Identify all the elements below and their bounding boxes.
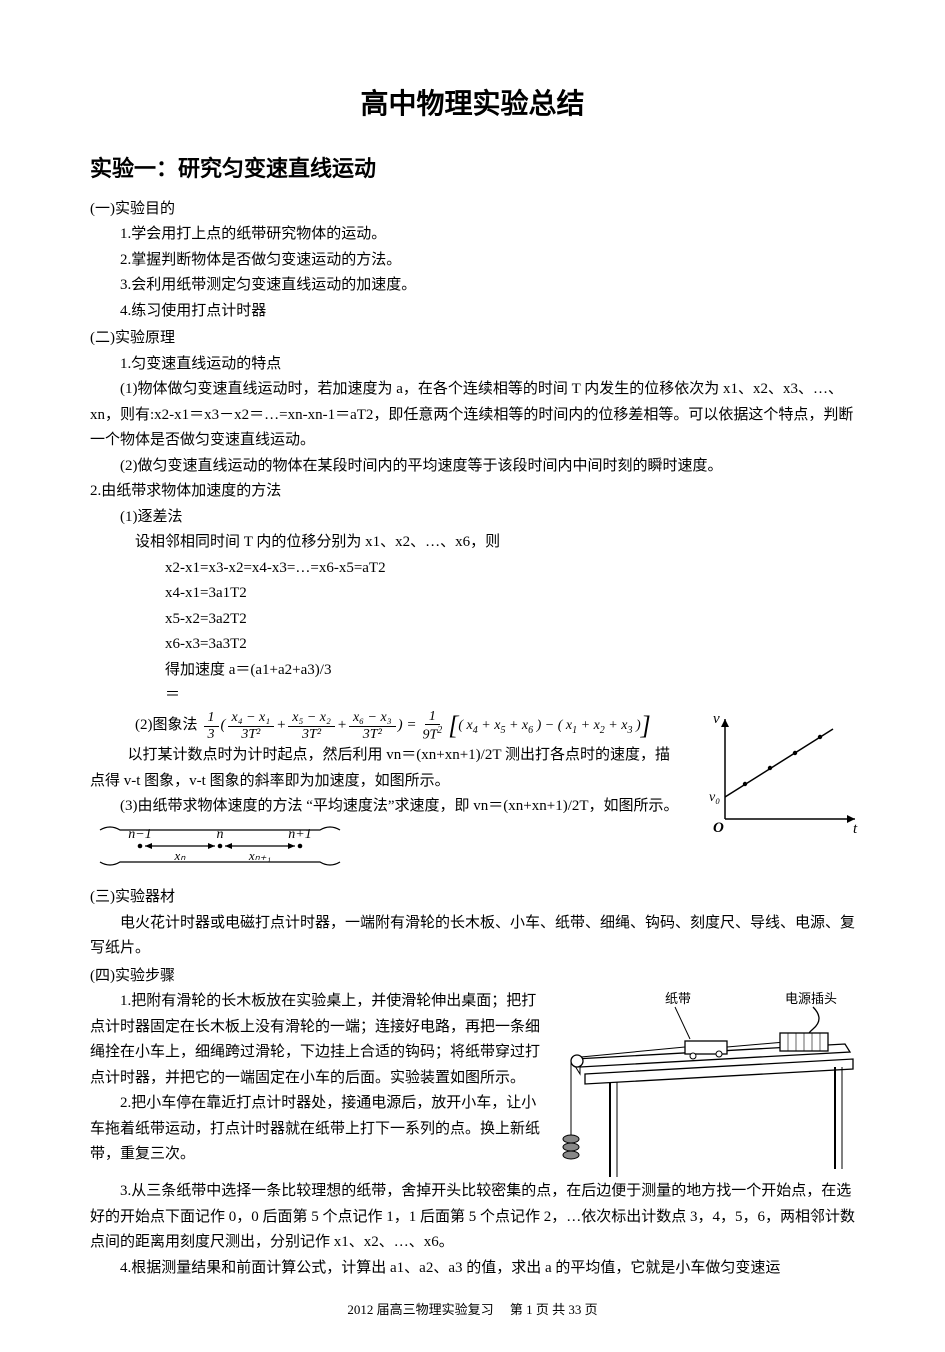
s2-m3: (3)由纸带求物体速度的方法 “平均速度法”求速度，即 vn＝(xn+xn+1)… <box>90 794 680 820</box>
s3-p1: 电火花计时器或电磁打点计时器，一端附有滑轮的长木板、小车、纸带、细绳、钩码、刻度… <box>90 911 855 962</box>
s4-p1: 1.把附有滑轮的长木板放在实验桌上，并使滑轮伸出桌面；把打点计时器固定在长木板上… <box>90 989 545 1091</box>
section-2-head: (二)实验原理 <box>90 326 855 352</box>
svg-text:n+1: n+1 <box>288 827 311 842</box>
xlabel: t <box>853 821 858 837</box>
section-1-head: (一)实验目的 <box>90 197 855 223</box>
intercept-label: v₀ <box>709 790 720 805</box>
svg-text:n−1: n−1 <box>128 827 151 842</box>
s2-p2: (2)做匀变速直线运动的物体在某段时间内的平均速度等于该段时间内中间时刻的瞬时速… <box>90 454 855 480</box>
section-3-head: (三)实验器材 <box>90 885 855 911</box>
s4-p2: 2.把小车停在靠近打点计时器处，接通电源后，放开小车，让小车拖着纸带运动，打点计… <box>90 1091 545 1168</box>
page-footer: 2012 届高三物理实验复习 第 1 页 共 33 页 <box>90 1299 855 1321</box>
svg-text:xₙ₊₁: xₙ₊₁ <box>248 848 271 863</box>
eq: 得加速度 a＝(a1+a2+a3)/3 <box>90 658 855 684</box>
formula-row: (2)图象法 13 ( x₄ − x₁3T² + x₅ − x₂3T² + x₆… <box>135 709 725 743</box>
eq: x6-x3=3a3T2 <box>90 632 855 658</box>
s2-sub2: 2.由纸带求物体加速度的方法 <box>90 479 855 505</box>
s1-item: 4.练习使用打点计时器 <box>90 299 855 325</box>
svg-text:纸带: 纸带 <box>665 991 691 1006</box>
s4-p4: 4.根据测量结果和前面计算公式，计算出 a1、a2、a3 的值，求出 a 的平均… <box>90 1256 855 1282</box>
apparatus-block: 1.把附有滑轮的长木板放在实验桌上，并使滑轮伸出桌面；把打点计时器固定在长木板上… <box>90 989 855 1179</box>
s2-m1: (1)逐差法 <box>90 505 855 531</box>
svg-text:n: n <box>217 827 224 842</box>
s1-item: 1.学会用打上点的纸带研究物体的运动。 <box>90 222 855 248</box>
eq: x2-x1=x3-x2=x4-x3=…=x6-x5=aT2 <box>90 556 855 582</box>
svg-text:电源插头: 电源插头 <box>785 991 837 1006</box>
m2-label: (2)图象法 <box>135 713 198 739</box>
s4-p3: 3.从三条纸带中选择一条比较理想的纸带，舍掉开头比较密集的点，在后边便于测量的地… <box>90 1179 855 1256</box>
apparatus-diagram: 纸带 电源插头 <box>555 989 855 1179</box>
section-4-head: (四)实验步骤 <box>90 964 855 990</box>
s2-sub1: 1.匀变速直线运动的特点 <box>90 352 855 378</box>
tape-diagram: n−1 n n+1 xₙ xₙ₊₁ <box>90 824 350 874</box>
s1-item: 3.会利用纸带测定匀变速直线运动的加速度。 <box>90 273 855 299</box>
eq: x4-x1=3a1T2 <box>90 581 855 607</box>
eq: ＝ <box>90 683 855 709</box>
s1-item: 2.掌握判断物体是否做匀变速运动的方法。 <box>90 248 855 274</box>
footer-a: 2012 届高三物理实验复习 <box>347 1302 493 1317</box>
s2-m2a: 以打某计数点时为计时起点，然后利用 vn＝(xn+xn+1)/2T 测出打各点时… <box>90 743 680 794</box>
s2-p1: (1)物体做匀变速直线运动时，若加速度为 a，在各个连续相等的时间 T 内发生的… <box>90 377 855 454</box>
graph-block: v t v₀ O (2)图象法 13 ( x₄ − x₁3T² + x₅ − x… <box>90 709 855 820</box>
eq: x5-x2=3a2T2 <box>90 607 855 633</box>
svg-text:xₙ: xₙ <box>174 848 187 863</box>
origin-label: O <box>713 820 724 836</box>
ylabel: v <box>713 711 720 727</box>
vt-graph: v t v₀ O <box>705 709 865 839</box>
footer-b: 第 1 页 共 33 页 <box>510 1302 598 1317</box>
experiment-title: 实验一：研究匀变速直线运动 <box>90 150 855 187</box>
s2-m1a: 设相邻相同时间 T 内的位移分别为 x1、x2、…、x6，则 <box>90 530 855 556</box>
page-title: 高中物理实验总结 <box>90 80 855 128</box>
